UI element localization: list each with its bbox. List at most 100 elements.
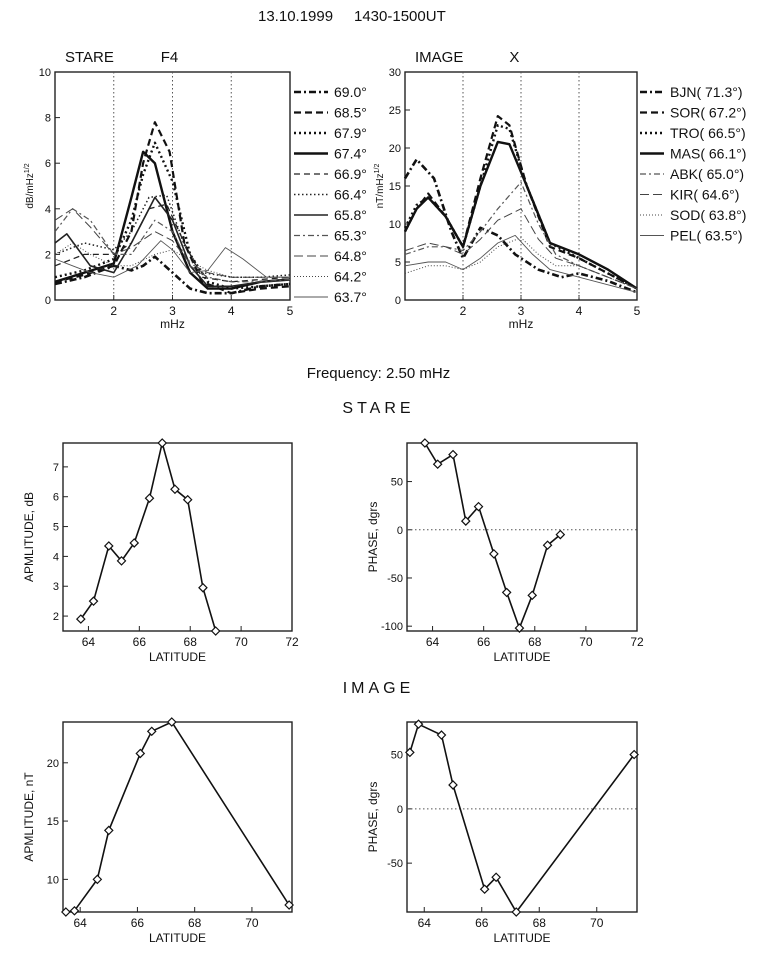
y-tick-label: 0 xyxy=(45,295,51,307)
x-axis-label: LATITUDE xyxy=(493,931,550,945)
x-tick-label: 68 xyxy=(533,916,547,930)
legend-label: 64.2° xyxy=(334,269,367,285)
legend-label: 63.7° xyxy=(334,289,367,305)
series-line xyxy=(404,234,638,293)
image_amplitude-chart: 64 66 68 70 10 15 20 LATITUDE APMLITUDE, nT xyxy=(22,717,294,945)
series-line xyxy=(54,240,290,278)
data-point xyxy=(88,596,99,607)
data-point xyxy=(448,449,458,460)
data-point xyxy=(555,529,566,540)
y-axis-label: PHASE, dgrs xyxy=(366,782,380,853)
time-label: 1430-1500UT xyxy=(354,8,446,25)
plot-frame xyxy=(62,442,293,632)
image_spectrum-chart: 2 3 4 5 0 5 10 15 20 25 30 mHz IMAGE XnT/mHz1/2 BJN( 7… xyxy=(374,49,746,331)
data-point xyxy=(157,438,168,448)
data-point xyxy=(61,907,71,917)
data-point xyxy=(182,494,193,505)
legend-label: TRO( 66.5°) xyxy=(670,125,746,141)
data-point xyxy=(629,749,639,760)
data-point xyxy=(166,717,177,727)
data-line xyxy=(80,443,217,631)
series-line xyxy=(54,141,291,290)
legend-label: 64.8° xyxy=(334,248,367,264)
data-point xyxy=(514,623,525,633)
y-tick-label: 0 xyxy=(397,804,403,816)
y-tick-label: 3 xyxy=(53,581,59,593)
legend-label: 66.4° xyxy=(334,187,367,203)
y-axis-label: nT/mHz1/2 xyxy=(374,164,386,209)
y-tick-label: 4 xyxy=(53,551,59,563)
date-label: 13.10.1999 xyxy=(258,8,334,25)
data-point xyxy=(198,582,208,593)
y-tick-label: -50 xyxy=(387,573,403,585)
series-line xyxy=(404,114,638,290)
x-axis-label: mHz xyxy=(160,317,185,331)
y-tick-label: 0 xyxy=(397,525,403,537)
data-point xyxy=(116,556,127,566)
legend-label: 67.9° xyxy=(334,125,367,141)
series-line xyxy=(54,194,291,278)
data-point xyxy=(284,900,294,910)
data-point xyxy=(436,730,447,740)
data-point xyxy=(479,884,490,895)
series-line xyxy=(54,208,290,278)
y-axis-label: APMLITUDE, dB xyxy=(22,492,36,582)
y-tick-label: 30 xyxy=(389,67,401,79)
data-point xyxy=(144,493,155,504)
y-tick-label: 5 xyxy=(395,257,401,269)
legend-label: 69.0° xyxy=(334,84,367,100)
y-tick-label: 10 xyxy=(47,874,59,886)
x-tick-label: 64 xyxy=(82,635,96,649)
series-line xyxy=(403,158,638,294)
legend-label: MAS( 66.1°) xyxy=(670,146,746,162)
y-tick-label: 4 xyxy=(45,204,51,216)
plot-frame xyxy=(406,442,638,632)
x-tick-label: 2 xyxy=(110,304,117,318)
y-tick-label: -50 xyxy=(387,858,403,870)
x-tick-label: 70 xyxy=(590,916,604,930)
y-tick-label: 50 xyxy=(391,750,403,762)
y-tick-label: 6 xyxy=(45,158,51,170)
x-tick-label: 68 xyxy=(188,916,202,930)
legend-label: SOD( 63.8°) xyxy=(670,207,746,223)
x-axis-label: LATITUDE xyxy=(493,650,550,664)
x-tick-label: 5 xyxy=(287,304,294,318)
x-axis-label: LATITUDE xyxy=(149,650,206,664)
legend-label: 66.9° xyxy=(334,166,367,182)
data-point xyxy=(210,626,221,636)
data-point xyxy=(501,587,512,598)
x-tick-label: 64 xyxy=(418,916,432,930)
series-line xyxy=(54,196,291,288)
y-tick-label: 25 xyxy=(389,105,401,117)
series-line xyxy=(54,255,291,295)
data-point xyxy=(103,541,114,551)
data-line xyxy=(65,722,290,912)
data-point xyxy=(135,748,146,759)
y-tick-label: 2 xyxy=(53,611,59,623)
x-tick-label: 4 xyxy=(228,304,235,318)
stare_amplitude-chart: 64 66 68 70 72 2 3 4 5 6 7 LATITUDE APMLITUDE, dB xyxy=(22,438,299,664)
image_phase-chart: 64 66 68 70 -50 0 50 LATITUDE PHASE, dgrs xyxy=(366,719,639,945)
y-tick-label: 8 xyxy=(45,113,51,125)
y-tick-label: 2 xyxy=(45,249,51,261)
series-line xyxy=(404,208,638,290)
data-point xyxy=(491,872,501,883)
data-point xyxy=(432,459,443,470)
panel-title-right: X xyxy=(509,49,519,66)
x-tick-label: 3 xyxy=(518,304,525,318)
x-tick-label: 64 xyxy=(426,635,440,649)
image-section-title: IMAGE xyxy=(342,680,415,697)
data-point xyxy=(405,747,415,758)
data-point xyxy=(103,825,114,836)
series-line xyxy=(54,242,290,278)
legend-label: 67.4° xyxy=(334,146,367,162)
series-line xyxy=(54,121,291,295)
y-tick-label: 6 xyxy=(53,492,59,504)
data-point xyxy=(75,614,86,624)
legend-label: 65.8° xyxy=(334,207,367,223)
series-line xyxy=(54,208,291,283)
data-point xyxy=(170,484,180,495)
data-point xyxy=(413,719,424,730)
data-point xyxy=(92,874,103,885)
data-point xyxy=(420,438,430,448)
